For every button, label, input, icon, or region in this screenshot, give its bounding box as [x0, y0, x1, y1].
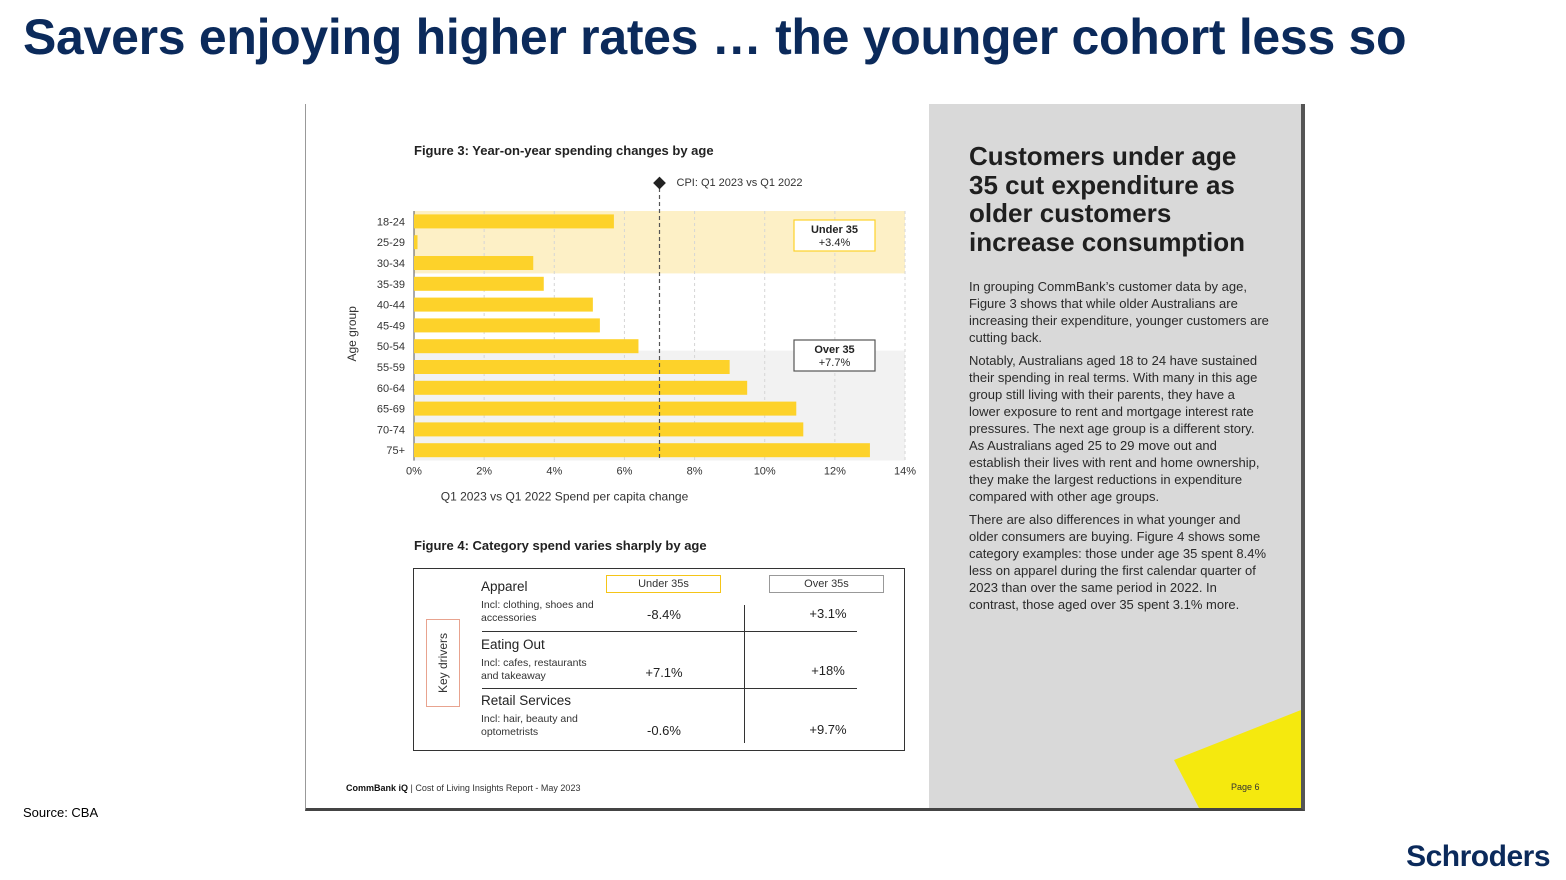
bar-30-34: [414, 256, 534, 270]
y-tick-label: 75+: [386, 445, 405, 457]
y-tick-label: 40-44: [377, 300, 405, 312]
row-name: Retail Services: [481, 693, 572, 708]
cpi-label: CPI: Q1 2023 vs Q1 2022: [677, 177, 803, 189]
right-paragraph: There are also differences in what young…: [969, 512, 1267, 612]
key-drivers-label: Key drivers: [426, 619, 460, 707]
bar-60-64: [414, 380, 748, 395]
row-over-value: +3.1%: [809, 606, 847, 621]
annotation-label: Under 35: [811, 224, 858, 236]
x-tick-label: 8%: [687, 466, 703, 478]
y-tick-label: 50-54: [377, 341, 405, 353]
bar-75+: [414, 443, 870, 458]
bar-65-69: [414, 401, 797, 416]
yellow-corner-shape: [1174, 710, 1301, 808]
x-tick-label: 14%: [894, 466, 916, 478]
row-under-value: -0.6%: [647, 723, 681, 738]
row-name: Apparel: [481, 579, 528, 594]
row-desc: Incl: hair, beauty and optometrists: [481, 713, 578, 738]
bar-55-59: [414, 360, 730, 374]
report-page-right: Customers under age 35 cut expenditure a…: [929, 104, 1305, 811]
bar-18-24: [414, 214, 614, 229]
y-tick-label: 18-24: [377, 216, 405, 228]
bar-35-39: [414, 276, 544, 291]
x-axis-label: Q1 2023 vs Q1 2022 Spend per capita chan…: [441, 490, 689, 504]
y-tick-label: 70-74: [377, 424, 405, 436]
y-tick-label: 60-64: [377, 383, 405, 395]
x-tick-label: 2%: [476, 466, 492, 478]
annotation-box: [793, 219, 876, 252]
y-tick-label: 45-49: [377, 320, 405, 332]
y-tick-label: 30-34: [377, 258, 405, 270]
table-divider: [482, 688, 857, 689]
x-tick-label: 0%: [406, 466, 422, 478]
x-tick-label: 12%: [824, 466, 846, 478]
bar-40-44: [414, 297, 593, 312]
row-name: Eating Out: [481, 637, 545, 652]
bar-50-54: [414, 339, 639, 354]
table-divider-vertical: [744, 605, 745, 743]
row-under-value: -8.4%: [647, 607, 681, 622]
footer-text: | Cost of Living Insights Report - May 2…: [410, 783, 581, 793]
figure-3-title: Figure 3: Year-on-year spending changes …: [414, 143, 714, 158]
figure-4-title: Figure 4: Category spend varies sharply …: [414, 538, 707, 553]
bar-45-49: [414, 318, 600, 333]
col-header-over-35s: Over 35s: [769, 575, 884, 593]
row-over-value: +9.7%: [809, 722, 847, 737]
schroders-logo: Schroders: [1406, 840, 1550, 873]
x-tick-label: 4%: [546, 466, 562, 478]
annotation-box: [793, 339, 876, 372]
slide-title: Savers enjoying higher rates … the young…: [23, 9, 1407, 65]
row-over-value: +18%: [811, 663, 845, 678]
cpi-marker: [653, 176, 666, 190]
right-heading: Customers under age 35 cut expenditure a…: [969, 141, 1245, 257]
x-tick-label: 10%: [754, 466, 776, 478]
footer-brand: CommBank iQ: [346, 783, 409, 793]
row-under-value: +7.1%: [645, 665, 683, 680]
annotation-label: Over 35: [814, 344, 854, 356]
bar-70-74: [414, 422, 804, 437]
right-paragraph: Notably, Australians aged 18 to 24 have …: [969, 353, 1260, 504]
page-number: Page 6: [1231, 782, 1260, 792]
right-paragraph: In grouping CommBank’s customer data by …: [969, 279, 1269, 345]
row-desc: Incl: clothing, shoes and accessories: [481, 599, 594, 624]
y-tick-label: 35-39: [377, 279, 405, 291]
row-desc: Incl: cafes, restaurants and takeaway: [481, 657, 587, 682]
annotation-value: +7.7%: [819, 357, 851, 369]
col-header-under-35s: Under 35s: [606, 575, 721, 593]
category-spend-table: Key drivers Under 35s Over 35s Apparel I…: [413, 568, 905, 751]
source-note: Source: CBA: [23, 805, 99, 820]
annotation-value: +3.4%: [819, 237, 851, 249]
bar-25-29: [414, 235, 418, 250]
y-axis-label: Age group: [345, 306, 359, 362]
y-tick-label: 25-29: [377, 237, 405, 249]
y-tick-label: 55-59: [377, 362, 405, 374]
report-footer: CommBank iQ | Cost of Living Insights Re…: [346, 783, 580, 793]
x-tick-label: 6%: [616, 466, 632, 478]
y-tick-label: 65-69: [377, 404, 405, 416]
table-divider: [482, 631, 857, 632]
right-body-text: In grouping CommBank’s customer data by …: [969, 278, 1269, 619]
